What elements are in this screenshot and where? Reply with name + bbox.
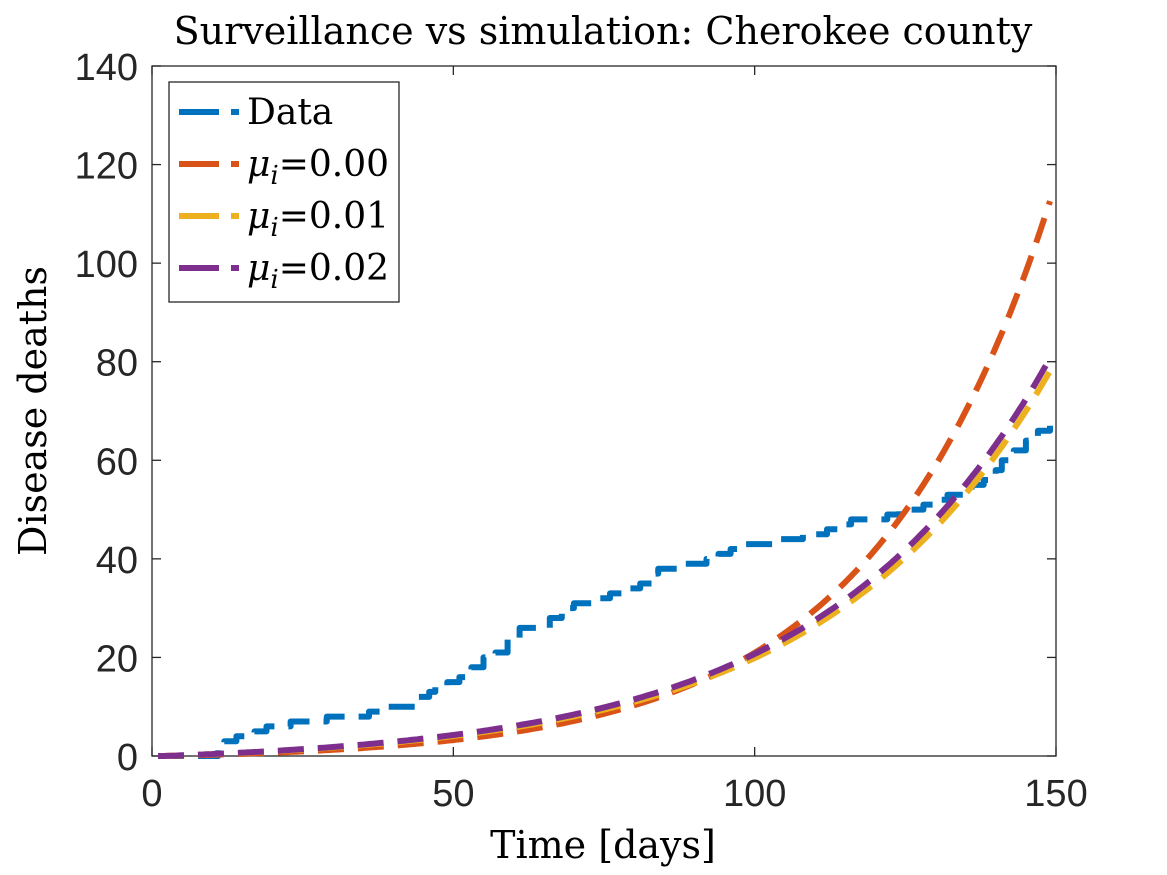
legend-item: Data (179, 92, 333, 133)
series-group (158, 200, 1053, 759)
legend-label: μi=0.01 (247, 196, 389, 243)
legend: Data μi=0.00 μi=0.01 μi=0.02 (168, 81, 400, 303)
y-tick-label: 140 (75, 47, 138, 89)
y-tick-label: 80 (96, 343, 138, 385)
x-tick-label: 100 (723, 773, 786, 815)
legend-item: μi=0.02 (179, 248, 389, 295)
legend-label: μi=0.00 (247, 144, 389, 191)
y-tick-label: 120 (75, 146, 138, 188)
series-line--i-0-01 (158, 369, 1053, 759)
x-tick-label: 150 (1024, 773, 1087, 815)
legend-label: μi=0.02 (247, 248, 389, 295)
series-line-data (158, 425, 1053, 759)
legend-item: μi=0.00 (179, 144, 389, 191)
series-line--i-0-02 (158, 356, 1053, 759)
plot-area: 0 50 100 150 0 20 40 60 80 100 120 140 (75, 47, 1088, 815)
x-axis-label: Time [days] (490, 823, 716, 867)
axes-box (151, 65, 1057, 757)
y-axis-label: Disease deaths (11, 266, 55, 556)
y-tick-label: 0 (117, 737, 138, 779)
legend-label: Data (247, 92, 333, 133)
series-line--i-0-00 (158, 200, 1053, 759)
y-tick-label: 100 (75, 244, 138, 286)
y-tick-label: 40 (96, 540, 138, 582)
chart-title: Surveillance vs simulation: Cherokee cou… (174, 9, 1033, 53)
legend-item: μi=0.01 (179, 196, 389, 243)
y-tick-label: 60 (96, 441, 138, 483)
x-tick-label: 50 (432, 773, 474, 815)
x-tick-label: 0 (141, 773, 162, 815)
y-tick-label: 20 (96, 638, 138, 680)
